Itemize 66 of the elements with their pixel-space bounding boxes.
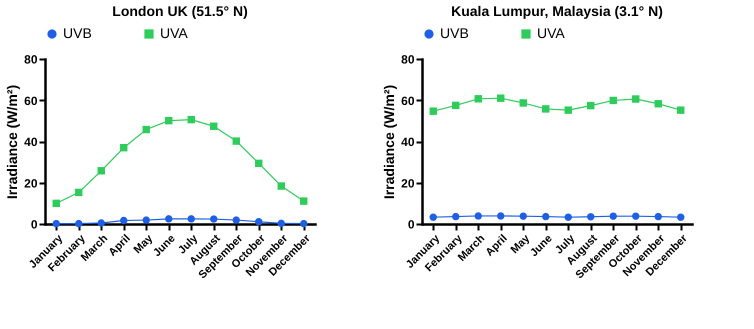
point bbox=[610, 96, 617, 104]
y-tick-label: 0 bbox=[408, 218, 415, 232]
y-tick-label: 60 bbox=[401, 94, 415, 108]
point bbox=[564, 106, 572, 114]
y-tick-label: 80 bbox=[24, 52, 38, 66]
point bbox=[632, 95, 640, 103]
point bbox=[677, 106, 684, 114]
y-tick-label: 40 bbox=[401, 135, 415, 149]
chart-title: Kuala Lumpur, Malaysia (3.1° N) bbox=[451, 3, 663, 19]
point bbox=[165, 215, 172, 223]
point bbox=[120, 144, 128, 152]
point bbox=[165, 116, 172, 124]
point bbox=[210, 122, 218, 130]
y-axis-title: Irradiance (W/m²) bbox=[4, 84, 20, 200]
point bbox=[564, 213, 572, 221]
point bbox=[210, 215, 218, 223]
point bbox=[587, 213, 594, 220]
point bbox=[497, 94, 504, 102]
point bbox=[610, 212, 617, 220]
y-tick-label: 0 bbox=[30, 218, 38, 232]
point bbox=[542, 212, 550, 220]
point bbox=[474, 95, 482, 103]
chart-title: London UK (51.5° N) bbox=[112, 3, 248, 19]
point bbox=[474, 212, 482, 220]
point bbox=[52, 200, 60, 208]
legend-label: UVA bbox=[537, 25, 566, 41]
point bbox=[300, 197, 308, 205]
point bbox=[452, 102, 460, 110]
y-tick-label: 40 bbox=[24, 135, 38, 149]
point bbox=[255, 160, 262, 168]
point bbox=[654, 212, 662, 220]
legend-label: UVB bbox=[63, 25, 92, 41]
point bbox=[520, 212, 527, 220]
y-tick-label: 80 bbox=[401, 52, 415, 66]
point bbox=[120, 216, 128, 224]
point bbox=[142, 216, 150, 224]
y-tick-label: 20 bbox=[401, 176, 415, 190]
point bbox=[542, 105, 550, 113]
point bbox=[188, 215, 195, 223]
point bbox=[75, 188, 82, 196]
point bbox=[430, 107, 437, 115]
point bbox=[232, 137, 240, 145]
point bbox=[300, 220, 308, 228]
point bbox=[75, 220, 82, 228]
legend-label: UVB bbox=[440, 25, 469, 41]
point bbox=[430, 213, 437, 221]
point bbox=[587, 102, 594, 110]
point bbox=[677, 213, 684, 221]
point bbox=[520, 99, 527, 107]
point bbox=[188, 116, 195, 124]
point bbox=[52, 220, 60, 228]
point bbox=[232, 216, 240, 224]
y-axis-title: Irradiance (W/m²) bbox=[381, 84, 398, 200]
point bbox=[632, 212, 640, 220]
point bbox=[654, 100, 662, 108]
point bbox=[452, 212, 460, 220]
y-tick-label: 20 bbox=[24, 176, 38, 190]
point bbox=[142, 126, 150, 134]
point bbox=[497, 212, 504, 220]
point bbox=[278, 220, 285, 228]
point bbox=[98, 219, 105, 227]
y-tick-label: 60 bbox=[24, 94, 38, 108]
point bbox=[98, 167, 105, 174]
legend-label: UVA bbox=[160, 25, 188, 41]
point bbox=[255, 218, 262, 226]
point bbox=[278, 182, 285, 190]
